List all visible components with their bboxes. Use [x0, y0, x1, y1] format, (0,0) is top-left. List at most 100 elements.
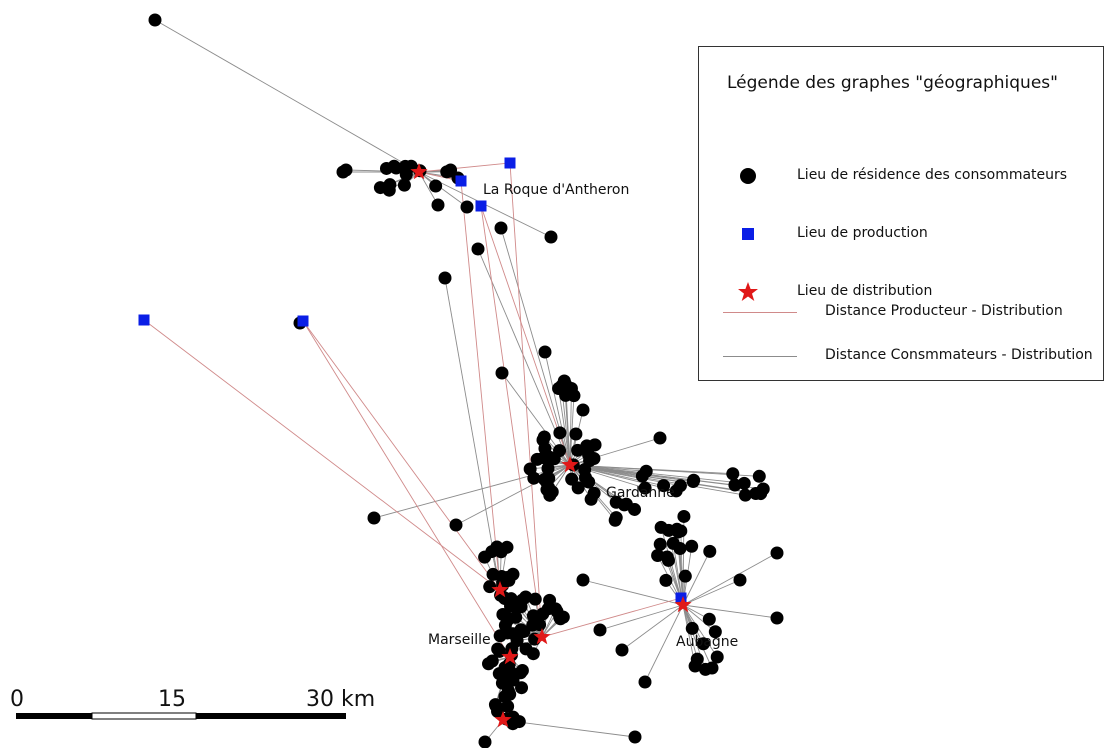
consumer-distribution-link — [582, 579, 684, 606]
consumer-distribution-link — [154, 19, 420, 173]
producer-distribution-link — [418, 162, 511, 173]
consumer-point — [514, 666, 528, 680]
consumer-distribution-link — [373, 464, 571, 519]
producer-link-line-icon — [723, 312, 797, 313]
consumer-link-line-icon — [723, 356, 797, 357]
consumer-point — [662, 523, 676, 537]
consumer-point — [544, 230, 558, 244]
consumer-point — [576, 403, 590, 417]
distribution-point — [410, 163, 428, 180]
consumer-point — [569, 427, 583, 441]
red-star-icon — [738, 282, 758, 301]
consumer-distribution-link — [682, 604, 778, 619]
consumer-point — [547, 452, 561, 466]
consumer-point — [576, 573, 590, 587]
distribution-layer — [410, 163, 692, 728]
producer-distribution-link — [541, 597, 682, 638]
consumer-point — [588, 438, 602, 452]
producer-distribution-link — [302, 320, 511, 658]
consumer-distribution-link — [682, 579, 741, 606]
consumer-point — [541, 461, 555, 475]
producer-distribution-link — [460, 180, 501, 591]
consumer-point — [511, 626, 525, 640]
consumer-distribution-link — [682, 552, 778, 606]
consumer-point — [564, 381, 578, 395]
consumer-point — [494, 221, 508, 235]
consumer-point — [685, 621, 699, 635]
producer-distribution-link — [302, 320, 501, 591]
consumer-point — [485, 654, 499, 668]
consumer-point — [489, 699, 503, 713]
consumer-distribution-link — [621, 604, 684, 651]
consumer-point — [429, 179, 443, 193]
consumer-point — [438, 271, 452, 285]
consumer-point — [702, 612, 716, 626]
consumer-point — [367, 511, 381, 525]
consumer-point — [708, 625, 722, 639]
distribution-point — [491, 581, 509, 598]
consumer-point — [678, 569, 692, 583]
consumer-point — [677, 509, 691, 523]
consumer-point — [504, 599, 518, 613]
consumer-point — [669, 484, 683, 498]
map-legend: Légende des graphes "géographiques" Lieu… — [698, 46, 1104, 381]
consumer-point — [486, 567, 500, 581]
consumer-point — [638, 481, 652, 495]
consumer-distribution-link — [682, 604, 713, 669]
legend-consumer-link-label: Distance Consmmateurs - Distribution — [825, 347, 1093, 363]
consumer-point — [657, 479, 671, 493]
consumer-point — [584, 492, 598, 506]
consumer-point — [674, 524, 688, 538]
consumer-point — [638, 675, 652, 689]
production-point — [138, 314, 150, 326]
consumer-point — [726, 467, 740, 481]
consumer-point — [527, 471, 541, 485]
consumer-point — [444, 163, 458, 177]
consumer-point — [471, 242, 485, 256]
distribution-point — [533, 628, 551, 645]
consumer-point — [553, 426, 567, 440]
consumer-point — [500, 626, 514, 640]
distribution-point — [494, 711, 512, 728]
consumer-point — [399, 167, 413, 181]
distribution-point — [674, 596, 692, 613]
consumer-distribution-link — [644, 604, 684, 683]
consumer-distribution-link — [682, 551, 711, 606]
consumer-distribution-link — [569, 464, 746, 496]
consumer-point — [770, 611, 784, 625]
consumer-point — [536, 433, 550, 447]
consumer-point — [509, 610, 523, 624]
producer-distribution-link — [480, 205, 571, 466]
consumer-point — [460, 200, 474, 214]
consumer-point — [515, 681, 529, 695]
place-label-marseille: Marseille — [428, 632, 491, 648]
consumer-point — [526, 647, 540, 661]
scale-segment-2 — [91, 712, 197, 720]
consumer-point — [609, 511, 623, 525]
consumer-point — [635, 469, 649, 483]
consumer-point — [653, 431, 667, 445]
legend-producer-link-label: Distance Producteur - Distribution — [825, 303, 1063, 319]
consumer-distribution-link — [544, 351, 571, 466]
consumer-point — [492, 667, 506, 681]
consumer-point — [537, 451, 551, 465]
consumer-point — [148, 13, 162, 27]
legend-row-producer-link: Distance Producteur - Distribution — [699, 297, 1103, 327]
consumer-distribution-link — [558, 388, 571, 466]
consumer-point — [733, 573, 747, 587]
consumer-point — [615, 643, 629, 657]
scale-label-30: 30 km — [306, 687, 375, 712]
consumer-point — [514, 600, 528, 614]
consumer-point — [526, 618, 540, 632]
production-layer — [138, 157, 687, 604]
consumer-point — [485, 545, 499, 559]
consumer-point — [703, 544, 717, 558]
consumer-point — [582, 475, 596, 489]
distribution-point — [561, 456, 579, 473]
consumer-point — [686, 474, 700, 488]
consumer-point — [593, 623, 607, 637]
legend-production-label: Lieu de production — [797, 225, 928, 241]
production-point — [297, 315, 309, 327]
consumer-distribution-link — [500, 227, 571, 466]
